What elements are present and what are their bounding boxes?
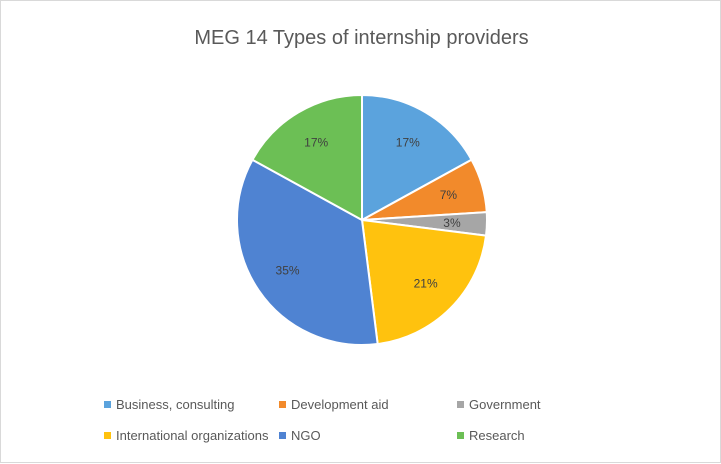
- pie-slice-ngo: [236, 158, 379, 346]
- pie-slice-business-consulting: [361, 93, 473, 222]
- data-label-development-aid: 7%: [440, 188, 458, 202]
- data-label-research: 17%: [304, 136, 328, 150]
- data-label-ngo: 35%: [276, 264, 300, 278]
- data-label-international-organizations: 21%: [414, 277, 438, 291]
- pie-slice-research: [251, 93, 363, 222]
- data-label-government: 3%: [443, 216, 461, 230]
- data-label-business-consulting: 17%: [396, 136, 420, 150]
- pie-slice-international-organizations: [360, 218, 488, 346]
- chart-title: MEG 14 Types of internship providers: [194, 27, 529, 49]
